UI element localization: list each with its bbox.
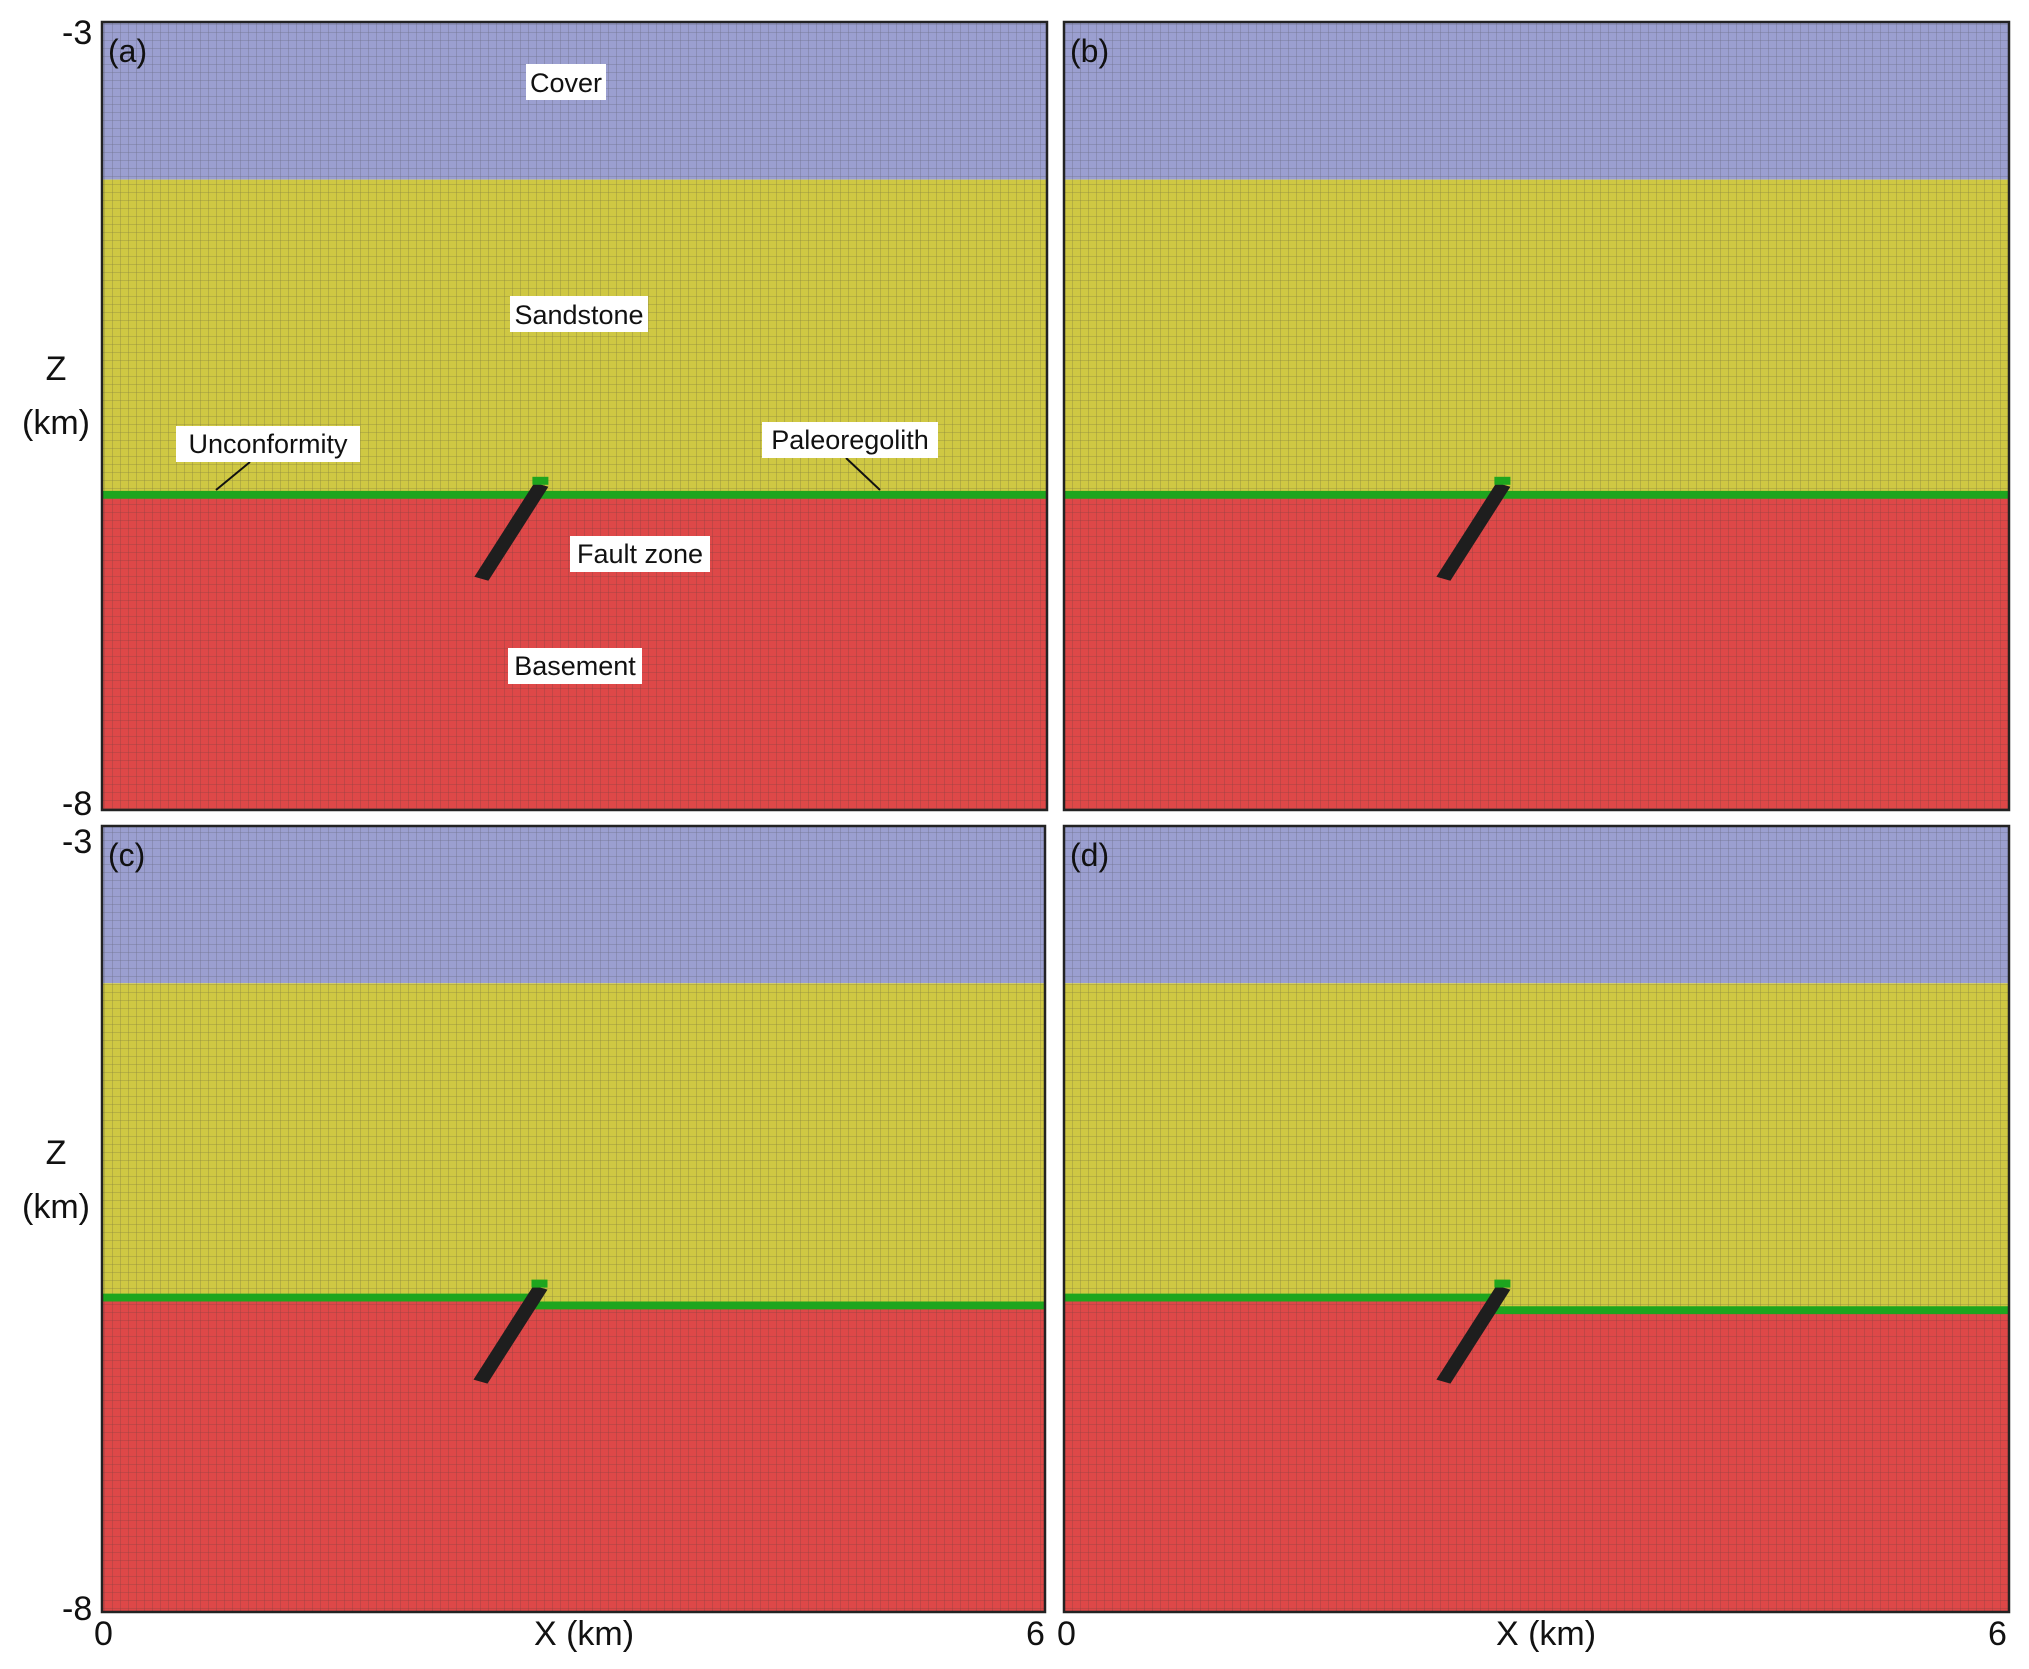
fault-zone [473, 1285, 548, 1384]
unconformity-leader-line [215, 461, 251, 491]
annotation-cover: Cover [526, 64, 606, 100]
z-axis-title-upper-line1: Z [46, 350, 67, 388]
annotation-paleoregolith: Paleoregolith [762, 422, 938, 491]
x-tick-right-c: 6 [1026, 1615, 1045, 1653]
mesh-grid [102, 826, 1045, 1612]
annotation-paleoregolith-text: Paleoregolith [771, 425, 929, 455]
x-axis-title-c: X (km) [534, 1615, 634, 1653]
x-tick-left-d: 0 [1057, 1615, 1076, 1653]
fault-zone [1436, 1285, 1511, 1384]
mesh-grid [1064, 22, 2009, 810]
panel-b [1062, 20, 2011, 812]
annotation-unconformity-text: Unconformity [188, 429, 348, 459]
z-tick-top-lower: -3 [62, 823, 92, 861]
x-axis-title-d: X (km) [1496, 1615, 1596, 1653]
annotation-sandstone-text: Sandstone [514, 300, 643, 330]
fault-zone-cap [1494, 476, 1511, 485]
panel-c [100, 824, 1047, 1614]
x-tick-right-d: 6 [1988, 1615, 2007, 1653]
z-tick-bottom-upper: -8 [62, 785, 92, 823]
annotation-fault-zone: Fault zone [570, 536, 710, 572]
paleoregolith-band [1064, 1293, 2009, 1315]
fault-zone-cap [531, 1279, 548, 1288]
paleoregolith-band [102, 1293, 1045, 1310]
fault-zone-cap [532, 476, 549, 485]
panel-label-b: (b) [1070, 33, 1109, 69]
panel-frame [100, 20, 1049, 812]
panel-label-d: (d) [1070, 837, 1109, 873]
panel-frame [100, 824, 1047, 1614]
annotation-basement-text: Basement [514, 651, 636, 681]
annotation-cover-text: Cover [530, 68, 602, 98]
annotation-unconformity: Unconformity [176, 426, 360, 491]
fault-zone [1436, 482, 1511, 581]
annotation-basement: Basement [508, 648, 642, 684]
fault-zone [474, 482, 549, 581]
paleoregolith-band [102, 490, 1047, 499]
panel-label-a: (a) [108, 33, 147, 69]
paleoregolith-band [1064, 490, 2009, 499]
z-axis-title-upper-line2: (km) [22, 404, 90, 442]
z-tick-bottom-lower: -8 [62, 1590, 92, 1628]
mesh-grid [1064, 826, 2009, 1612]
panel-label-c: (c) [108, 837, 145, 873]
panel-frame [1062, 20, 2011, 812]
x-tick-left-c: 0 [94, 1615, 113, 1653]
panel-d [1062, 824, 2011, 1614]
z-axis-title-lower-line2: (km) [22, 1188, 90, 1226]
fault-zone-cap [1494, 1279, 1511, 1288]
annotation-fault-zone-text: Fault zone [577, 539, 703, 569]
z-tick-top-upper: -3 [62, 14, 92, 52]
panel-a [100, 20, 1049, 812]
z-axis-title-lower-line1: Z [46, 1134, 67, 1172]
mesh-grid [102, 22, 1047, 810]
panel-frame [1062, 824, 2011, 1614]
paleoregolith-leader-line [845, 457, 881, 491]
annotation-sandstone: Sandstone [510, 296, 648, 332]
